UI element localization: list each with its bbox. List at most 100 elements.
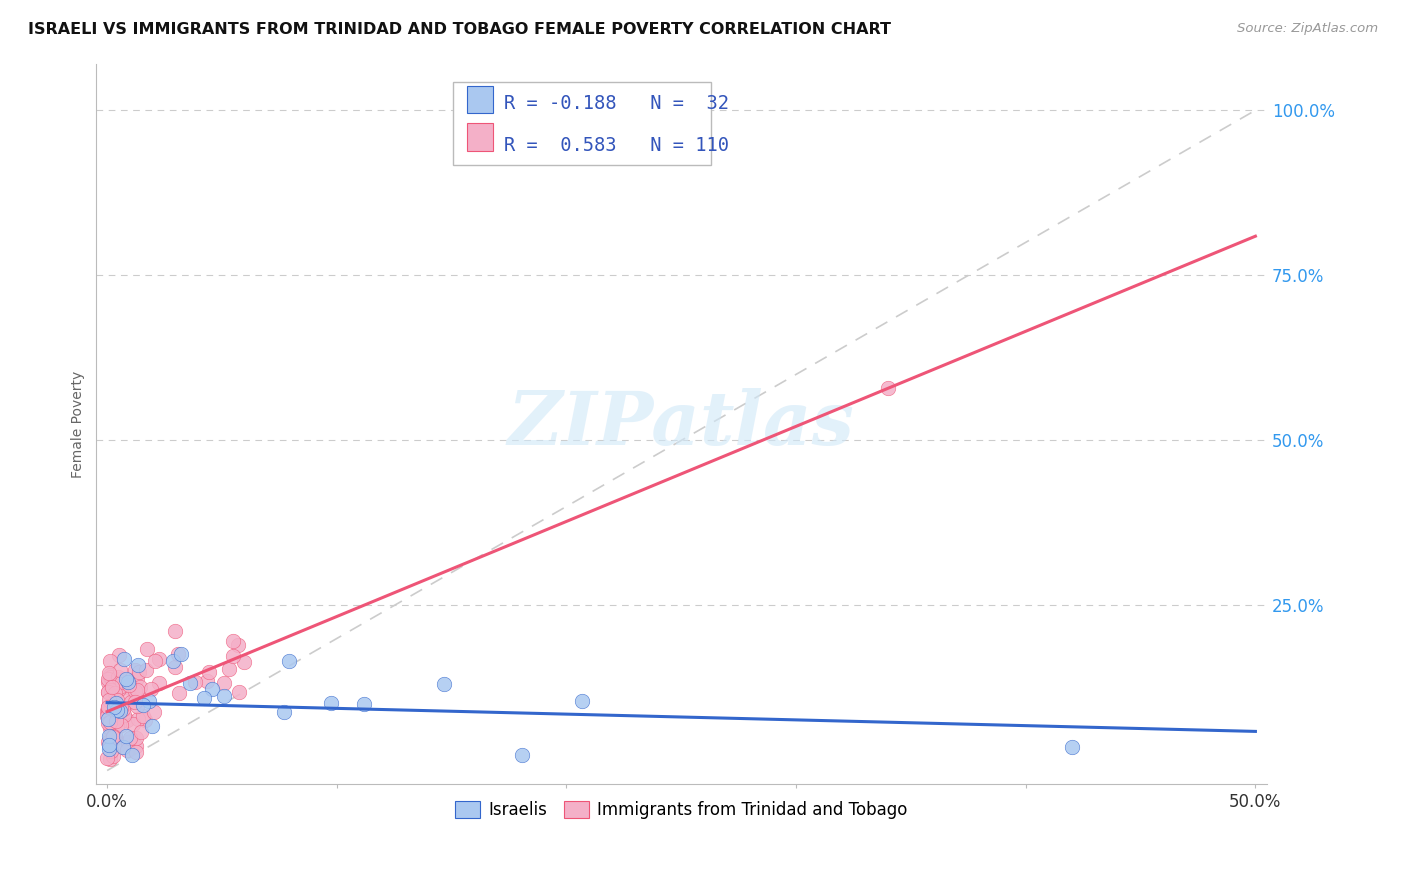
Point bbox=[128, 665, 150, 680]
Point bbox=[233, 655, 256, 669]
Point bbox=[167, 647, 190, 661]
Point bbox=[98, 670, 121, 684]
Point bbox=[98, 667, 121, 681]
Point bbox=[115, 729, 138, 743]
Text: ISRAELI VS IMMIGRANTS FROM TRINIDAD AND TOBAGO FEMALE POVERTY CORRELATION CHART: ISRAELI VS IMMIGRANTS FROM TRINIDAD AND … bbox=[28, 22, 891, 37]
Point bbox=[115, 673, 138, 688]
Point bbox=[103, 699, 125, 714]
Point bbox=[112, 652, 135, 666]
Point bbox=[167, 686, 190, 700]
Point bbox=[353, 697, 375, 711]
Point bbox=[124, 695, 146, 709]
Point bbox=[228, 684, 250, 698]
Point bbox=[128, 680, 150, 694]
Point bbox=[111, 702, 134, 716]
Point bbox=[100, 709, 122, 723]
Point bbox=[97, 685, 120, 699]
Point bbox=[110, 678, 132, 692]
Point bbox=[127, 658, 149, 673]
Point bbox=[120, 695, 142, 709]
Y-axis label: Female Poverty: Female Poverty bbox=[72, 370, 86, 477]
Point bbox=[124, 691, 146, 706]
Point bbox=[98, 730, 121, 744]
Point bbox=[115, 673, 138, 687]
Point bbox=[98, 729, 121, 743]
Point bbox=[110, 701, 132, 715]
Point bbox=[103, 689, 125, 703]
FancyBboxPatch shape bbox=[467, 123, 492, 151]
Point bbox=[212, 676, 235, 690]
Text: R = -0.188   N =  32: R = -0.188 N = 32 bbox=[505, 95, 730, 113]
Point bbox=[97, 715, 120, 730]
Point bbox=[105, 692, 128, 706]
Point bbox=[97, 674, 120, 689]
Point bbox=[104, 685, 127, 699]
Point bbox=[278, 654, 301, 668]
Point bbox=[108, 711, 131, 725]
Point bbox=[98, 666, 121, 681]
Point bbox=[148, 652, 170, 666]
Legend: Israelis, Immigrants from Trinidad and Tobago: Israelis, Immigrants from Trinidad and T… bbox=[449, 794, 914, 826]
Point bbox=[104, 726, 127, 740]
Point bbox=[222, 648, 245, 663]
Point bbox=[96, 704, 118, 718]
Point bbox=[105, 705, 128, 719]
Point bbox=[103, 712, 125, 726]
Point bbox=[179, 676, 201, 690]
Point bbox=[184, 675, 207, 690]
Point bbox=[97, 685, 120, 699]
Point bbox=[110, 704, 132, 718]
Point bbox=[104, 697, 127, 711]
Point bbox=[273, 705, 295, 719]
Point bbox=[512, 747, 534, 762]
Point bbox=[218, 662, 240, 676]
Point bbox=[98, 741, 121, 756]
Point bbox=[108, 648, 131, 662]
Point bbox=[97, 735, 120, 749]
Point bbox=[105, 703, 128, 717]
Point bbox=[141, 719, 163, 733]
Point bbox=[105, 719, 128, 733]
Point bbox=[112, 707, 135, 722]
Point bbox=[121, 747, 143, 762]
Point bbox=[97, 700, 120, 714]
Point bbox=[163, 624, 186, 638]
Point bbox=[122, 717, 145, 731]
Point bbox=[107, 715, 129, 730]
Point bbox=[108, 663, 131, 677]
Point bbox=[97, 699, 120, 714]
Point bbox=[226, 639, 249, 653]
Point bbox=[165, 660, 187, 674]
Point bbox=[125, 671, 148, 685]
Point bbox=[107, 682, 129, 697]
Point bbox=[134, 713, 156, 727]
Point bbox=[121, 680, 143, 694]
Text: R =  0.583   N = 110: R = 0.583 N = 110 bbox=[505, 136, 730, 155]
Point bbox=[127, 699, 149, 714]
Point bbox=[135, 663, 157, 677]
Point bbox=[118, 678, 141, 692]
Point bbox=[120, 731, 142, 746]
Point bbox=[101, 680, 124, 694]
Point bbox=[98, 738, 121, 752]
Point bbox=[132, 708, 155, 723]
Point bbox=[98, 751, 121, 765]
Point bbox=[104, 714, 127, 728]
Point bbox=[138, 693, 160, 707]
Point bbox=[198, 665, 221, 679]
Point bbox=[877, 381, 900, 395]
Point bbox=[143, 705, 166, 719]
Point bbox=[100, 670, 122, 684]
Point bbox=[321, 696, 343, 710]
Point bbox=[111, 674, 134, 689]
Point bbox=[110, 717, 132, 731]
Point bbox=[101, 680, 124, 694]
Point bbox=[143, 654, 166, 668]
Point bbox=[101, 696, 124, 710]
Point bbox=[120, 681, 142, 695]
Point bbox=[115, 713, 138, 727]
Point bbox=[127, 712, 149, 726]
Point bbox=[100, 711, 122, 725]
Point bbox=[221, 633, 243, 648]
Point bbox=[107, 670, 129, 684]
